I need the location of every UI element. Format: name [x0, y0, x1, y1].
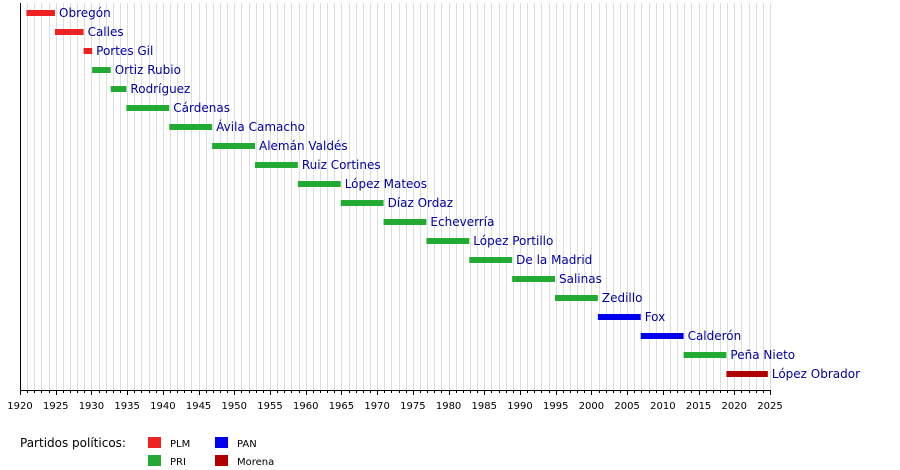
x-tick-label: 1925: [43, 401, 68, 412]
term-label: Alemán Valdés: [259, 139, 348, 153]
term-label: Calderón: [688, 329, 742, 343]
legend: Partidos políticos: PLM PAN PRI Morena: [20, 436, 274, 468]
term-bar: [169, 124, 213, 130]
legend-label: PRI: [170, 457, 186, 468]
x-tick-label: 2020: [722, 401, 747, 412]
term-label: Díaz Ordaz: [388, 196, 453, 210]
x-tick-label: 2010: [650, 401, 675, 412]
x-tick-label: 1940: [150, 401, 175, 412]
x-tick-label: 2000: [579, 401, 604, 412]
term-bar: [640, 333, 684, 339]
term-bar: [212, 143, 255, 149]
x-tick-label: 1990: [507, 401, 532, 412]
term-label: López Obrador: [772, 367, 860, 381]
term-label: Ruiz Cortines: [302, 158, 381, 172]
term-label: López Portillo: [473, 234, 553, 248]
legend-swatch: [215, 455, 228, 466]
term-label: Calles: [88, 25, 124, 39]
legend-title: Partidos políticos:: [20, 436, 126, 450]
term-label: Ortiz Rubio: [115, 63, 181, 77]
term-bar: [340, 200, 384, 206]
axis-layer: 1920 1925 1930 1935 1940 1945 1950 1955 1960 1965…: [7, 3, 783, 412]
term-bar: [383, 219, 427, 225]
x-tick-label: 1930: [79, 401, 104, 412]
legend-label: PAN: [237, 439, 257, 450]
legend-swatch: [148, 437, 161, 448]
term-bar: [726, 371, 768, 377]
term-bar: [597, 314, 641, 320]
term-bar: [426, 238, 470, 244]
term-label: Obregón: [59, 6, 111, 20]
term-bar: [555, 295, 598, 301]
term-bar: [683, 352, 727, 358]
x-tick-label: 1970: [364, 401, 389, 412]
term-label: Rodríguez: [130, 82, 190, 96]
term-label: López Mateos: [345, 177, 427, 191]
x-tick-label: 1985: [472, 401, 497, 412]
term-label: Salinas: [559, 272, 602, 286]
term-label: Portes Gil: [96, 44, 153, 58]
legend-swatch: [148, 455, 161, 466]
term-bar: [26, 10, 55, 16]
x-tick-label: 1980: [436, 401, 461, 412]
term-bar: [255, 162, 298, 168]
legend-label: Morena: [237, 457, 274, 468]
labels-layer: Obregón Calles Portes Gil Ortiz Rubio Rodríg…: [59, 6, 860, 381]
x-tick-label: 1945: [186, 401, 211, 412]
term-bar: [55, 29, 84, 35]
term-label: Zedillo: [602, 291, 643, 305]
term-bar: [110, 86, 127, 92]
x-tick-label: 1935: [114, 401, 139, 412]
term-bar: [297, 181, 341, 187]
term-bar: [83, 48, 93, 54]
term-bar: [469, 257, 513, 263]
x-tick-label: 2025: [757, 401, 782, 412]
x-tick-label: 1995: [543, 401, 568, 412]
legend-label: PLM: [170, 439, 190, 450]
x-tick-label: 1955: [257, 401, 282, 412]
term-label: Echeverría: [430, 215, 494, 229]
x-tick-label: 1920: [7, 401, 32, 412]
x-tick-label: 1950: [222, 401, 247, 412]
term-bar: [92, 67, 111, 73]
x-tick-label: 1965: [329, 401, 354, 412]
x-tick-label: 2005: [614, 401, 639, 412]
term-label: Fox: [645, 310, 666, 324]
legend-swatch: [215, 437, 228, 448]
bars-layer: [26, 10, 768, 377]
x-tick-label: 1975: [400, 401, 425, 412]
term-bar: [126, 105, 170, 111]
x-tick-label: 2015: [686, 401, 711, 412]
x-tick-label: 1960: [293, 401, 318, 412]
term-label: Peña Nieto: [730, 348, 795, 362]
term-bar: [512, 276, 555, 282]
term-label: De la Madrid: [516, 253, 592, 267]
term-label: Cárdenas: [173, 101, 230, 115]
term-label: Ávila Camacho: [216, 119, 305, 134]
